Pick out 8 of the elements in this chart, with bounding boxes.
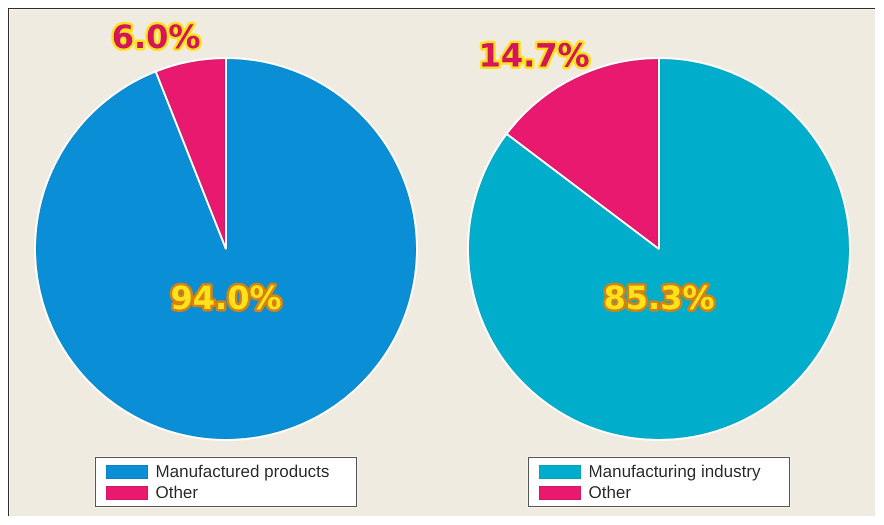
legend-label: Manufacturing industry bbox=[588, 462, 760, 482]
legend-label: Other bbox=[588, 482, 632, 502]
legend-label: Other bbox=[156, 482, 198, 502]
data-label: 14.7% bbox=[478, 36, 590, 75]
data-label: 85.3% bbox=[602, 278, 714, 317]
data-label: 6.0% bbox=[111, 18, 200, 56]
data-label: 94.0% bbox=[170, 278, 282, 317]
legend-label: Manufactured products bbox=[156, 462, 330, 482]
